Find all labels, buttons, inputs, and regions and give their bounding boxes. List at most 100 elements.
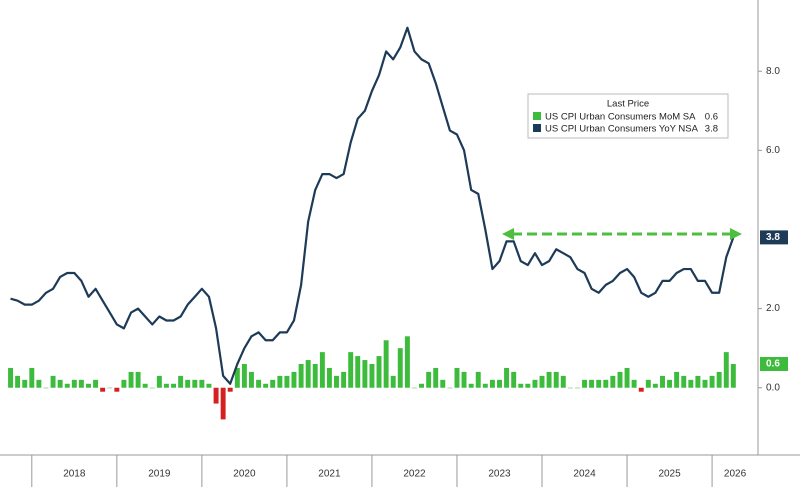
bar xyxy=(723,352,729,388)
bar xyxy=(50,375,56,388)
x-tick-label: 2023 xyxy=(488,469,511,480)
x-tick-label: 2026 xyxy=(724,469,747,480)
bar xyxy=(78,379,84,388)
bar xyxy=(716,371,722,388)
bar xyxy=(36,379,42,388)
bar xyxy=(71,379,77,388)
y-tick-label: 8.0 xyxy=(766,66,780,77)
y-tick-label: 2.0 xyxy=(766,303,780,314)
bar xyxy=(149,387,155,389)
bar xyxy=(468,383,474,388)
bar xyxy=(107,387,113,389)
bar xyxy=(121,379,127,388)
bar xyxy=(376,356,382,388)
bar xyxy=(348,352,354,388)
bar xyxy=(730,364,736,388)
bar xyxy=(8,367,14,388)
bar xyxy=(667,379,673,388)
legend-title: Last Price xyxy=(607,99,649,110)
arrow-head xyxy=(502,228,514,240)
bar xyxy=(567,387,573,389)
bar xyxy=(355,356,361,388)
line xyxy=(10,26,735,385)
bar xyxy=(298,364,304,388)
bar xyxy=(57,379,63,388)
bar xyxy=(461,371,467,388)
bar xyxy=(227,387,233,392)
bar xyxy=(135,371,141,388)
legend-swatch xyxy=(533,124,541,132)
bar xyxy=(326,367,332,388)
bar xyxy=(603,379,609,388)
bar xyxy=(426,371,432,388)
bar xyxy=(291,371,297,388)
bar xyxy=(213,387,219,404)
bar xyxy=(504,367,510,388)
bar xyxy=(171,383,177,388)
last-value-label: 0.6 xyxy=(766,359,780,370)
bar xyxy=(681,375,687,388)
bar xyxy=(284,375,290,388)
bar xyxy=(29,367,35,388)
bar xyxy=(624,367,630,388)
bar xyxy=(156,375,162,388)
bar xyxy=(688,379,694,388)
last-value-label: 3.8 xyxy=(766,232,780,243)
bar xyxy=(220,387,226,420)
legend-value: 0.6 xyxy=(705,112,718,123)
arrow-head xyxy=(730,228,742,240)
bar xyxy=(397,348,403,388)
legend-value: 3.8 xyxy=(705,124,718,135)
bar xyxy=(539,375,545,388)
bar xyxy=(638,387,644,392)
bar xyxy=(447,387,453,389)
bar xyxy=(709,375,715,388)
bar xyxy=(645,379,651,388)
x-tick-label: 2019 xyxy=(148,469,171,480)
bar xyxy=(256,379,262,388)
bar xyxy=(631,379,637,388)
bar xyxy=(22,379,28,388)
bar xyxy=(660,375,665,388)
bar xyxy=(525,383,531,388)
bar xyxy=(64,383,70,388)
bar xyxy=(511,371,517,388)
bar xyxy=(497,379,502,388)
bar xyxy=(390,375,396,388)
bar xyxy=(241,364,247,388)
legend-label: US CPI Urban Consumers YoY NSA xyxy=(545,124,699,135)
bar xyxy=(482,383,488,388)
bar xyxy=(234,367,240,388)
bar xyxy=(489,379,495,388)
x-tick-label: 2018 xyxy=(63,469,86,480)
bar xyxy=(192,379,198,388)
x-tick-label: 2020 xyxy=(233,469,256,480)
bar xyxy=(440,379,446,388)
bar xyxy=(674,371,680,388)
bar xyxy=(369,364,375,388)
bar xyxy=(270,379,276,388)
bar xyxy=(433,367,439,388)
bar xyxy=(248,371,254,388)
bar xyxy=(589,379,595,388)
bar xyxy=(617,371,623,388)
legend-label: US CPI Urban Consumers MoM SA xyxy=(545,112,696,123)
bar xyxy=(362,360,368,388)
annotation-arrow xyxy=(502,228,742,240)
bar xyxy=(702,379,708,388)
bar xyxy=(341,371,347,388)
bar xyxy=(383,340,389,388)
x-tick-label: 2022 xyxy=(403,469,426,480)
y-tick-label: 6.0 xyxy=(766,145,780,156)
plot-area xyxy=(8,26,736,420)
bar xyxy=(199,379,205,388)
bar xyxy=(15,375,21,388)
bar xyxy=(560,375,566,388)
bar xyxy=(553,371,559,388)
bar xyxy=(532,379,538,388)
bar xyxy=(610,375,616,388)
bar xyxy=(206,383,212,388)
bar xyxy=(575,387,580,389)
